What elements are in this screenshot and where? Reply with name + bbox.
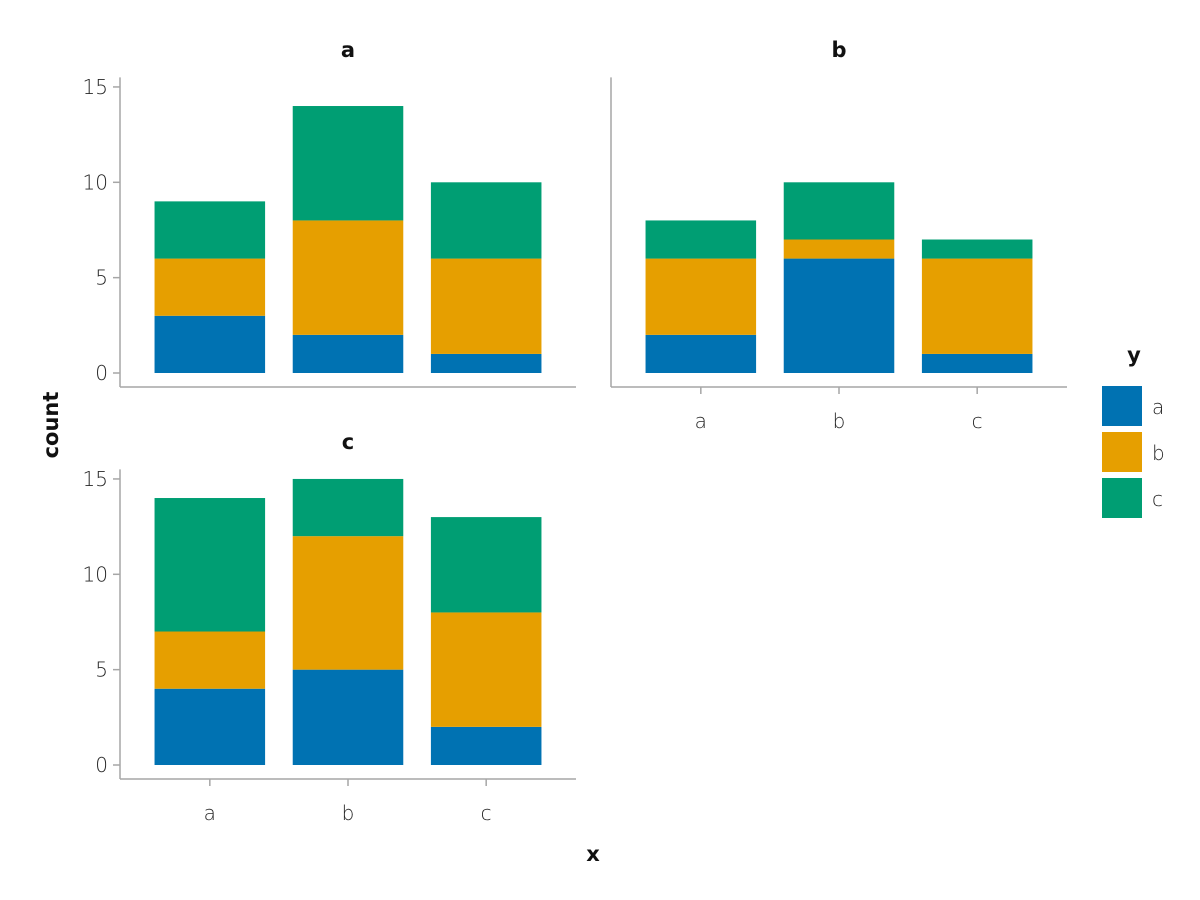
facet-panel-b: b a b c — [610, 38, 1067, 433]
bar-segment-c-b — [430, 612, 542, 727]
x-tick-label: b — [833, 409, 846, 433]
bar-segment-a-b — [154, 631, 266, 689]
bar-segment-a-a — [154, 315, 266, 373]
y-tick-label: 15 — [83, 467, 108, 491]
bar-segment-b-b — [292, 220, 404, 335]
x-axis-title: x — [586, 842, 600, 866]
bar-segment-b-a — [783, 258, 895, 373]
x-tick-label: c — [481, 801, 492, 825]
facet-panel-c: c 0 5 10 15 a b c — [83, 430, 576, 825]
y-tick-label: 5 — [95, 658, 108, 682]
legend-label: c — [1152, 487, 1163, 511]
bar-segment-c-b — [921, 258, 1033, 354]
bar-segment-a-a — [154, 688, 266, 765]
bar-segment-c-a — [921, 353, 1033, 373]
bar-segment-b-b — [783, 239, 895, 259]
y-tick-label: 10 — [83, 170, 108, 194]
facet-title: b — [831, 38, 846, 62]
bar-segment-a-a — [645, 334, 757, 373]
facet-title: a — [341, 38, 355, 62]
bar-segment-b-c — [292, 478, 404, 537]
y-axis-title: count — [39, 392, 63, 459]
bar-segment-a-c — [154, 498, 266, 632]
y-tick-label: 10 — [83, 562, 108, 586]
bar-segment-a-b — [645, 258, 757, 335]
bar-segment-c-c — [430, 517, 542, 613]
legend-label: b — [1152, 441, 1165, 465]
facets-layer: a 0 5 10 15 b a b c c 0 5 10 15 a b c — [83, 38, 1067, 825]
legend-entry-c: c — [1102, 478, 1163, 518]
bar-segment-a-b — [154, 258, 266, 316]
bar-segment-c-b — [430, 258, 542, 354]
x-tick-label: c — [972, 409, 983, 433]
legend: y abc — [1102, 343, 1165, 518]
y-tick-label: 15 — [83, 75, 108, 99]
legend-label: a — [1152, 395, 1164, 419]
facet-panel-a: a 0 5 10 15 — [83, 38, 576, 388]
bar-segment-c-a — [430, 353, 542, 373]
legend-entry-a: a — [1102, 386, 1164, 426]
legend-entry-b: b — [1102, 432, 1165, 472]
facet-title: c — [342, 430, 354, 454]
bar-segment-a-c — [645, 220, 757, 259]
legend-title: y — [1127, 343, 1141, 367]
bar-segment-a-c — [154, 201, 266, 259]
bar-segment-c-c — [430, 182, 542, 259]
bar-segment-b-b — [292, 536, 404, 670]
bar-segment-c-a — [430, 726, 542, 765]
x-tick-label: b — [342, 801, 355, 825]
bar-segment-b-c — [783, 182, 895, 240]
legend-entries: abc — [1102, 386, 1165, 518]
bar-segment-c-c — [921, 239, 1033, 259]
y-tick-label: 0 — [95, 753, 108, 777]
bar-segment-b-a — [292, 334, 404, 373]
y-tick-label: 5 — [95, 266, 108, 290]
legend-swatch — [1102, 386, 1142, 426]
bar-segment-b-a — [292, 669, 404, 765]
x-tick-label: a — [695, 409, 707, 433]
y-tick-label: 0 — [95, 361, 108, 385]
bar-segment-b-c — [292, 106, 404, 221]
legend-swatch — [1102, 478, 1142, 518]
x-tick-label: a — [204, 801, 216, 825]
legend-swatch — [1102, 432, 1142, 472]
